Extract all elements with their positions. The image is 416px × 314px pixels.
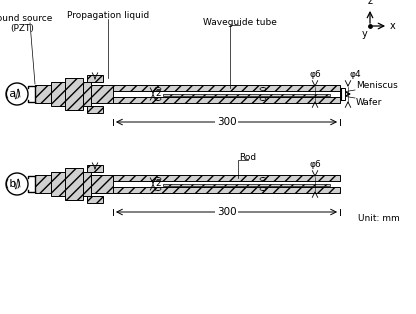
Bar	[65, 78, 83, 110]
Text: x: x	[390, 21, 396, 31]
Bar	[163, 94, 330, 96]
Text: (a): (a)	[5, 89, 21, 99]
Text: z: z	[367, 0, 372, 6]
Bar	[91, 85, 113, 103]
Bar	[113, 187, 340, 193]
Text: φ6: φ6	[309, 160, 321, 169]
Text: φ6: φ6	[309, 70, 321, 79]
Text: Wafer: Wafer	[356, 98, 382, 107]
Bar	[113, 97, 340, 103]
Circle shape	[6, 173, 28, 195]
Bar	[83, 82, 91, 106]
Bar	[87, 165, 103, 172]
Text: φ4: φ4	[350, 70, 362, 79]
Bar	[87, 196, 103, 203]
Bar	[163, 184, 330, 186]
Text: Waveguide tube: Waveguide tube	[203, 18, 277, 27]
Bar	[87, 75, 103, 82]
Bar	[51, 82, 65, 106]
Bar	[65, 168, 83, 200]
Bar	[35, 85, 51, 103]
Bar	[113, 85, 340, 91]
Bar	[113, 175, 340, 181]
Text: y: y	[361, 29, 367, 39]
Text: Meniscus: Meniscus	[356, 81, 398, 90]
Bar	[91, 175, 113, 193]
Bar	[35, 175, 51, 193]
Text: Propagation liquid: Propagation liquid	[67, 11, 149, 20]
Circle shape	[6, 83, 28, 105]
Text: (b): (b)	[5, 179, 21, 189]
Text: 2: 2	[155, 89, 161, 99]
Text: Rod: Rod	[240, 153, 257, 162]
Text: 300: 300	[217, 207, 236, 217]
Text: Sound source
(PZT): Sound source (PZT)	[0, 14, 53, 33]
Bar	[51, 172, 65, 196]
Bar	[83, 172, 91, 196]
Text: 2: 2	[155, 180, 161, 188]
Bar	[87, 106, 103, 113]
Text: Unit: mm: Unit: mm	[358, 214, 400, 223]
Bar	[340, 88, 345, 100]
Text: 300: 300	[217, 117, 236, 127]
